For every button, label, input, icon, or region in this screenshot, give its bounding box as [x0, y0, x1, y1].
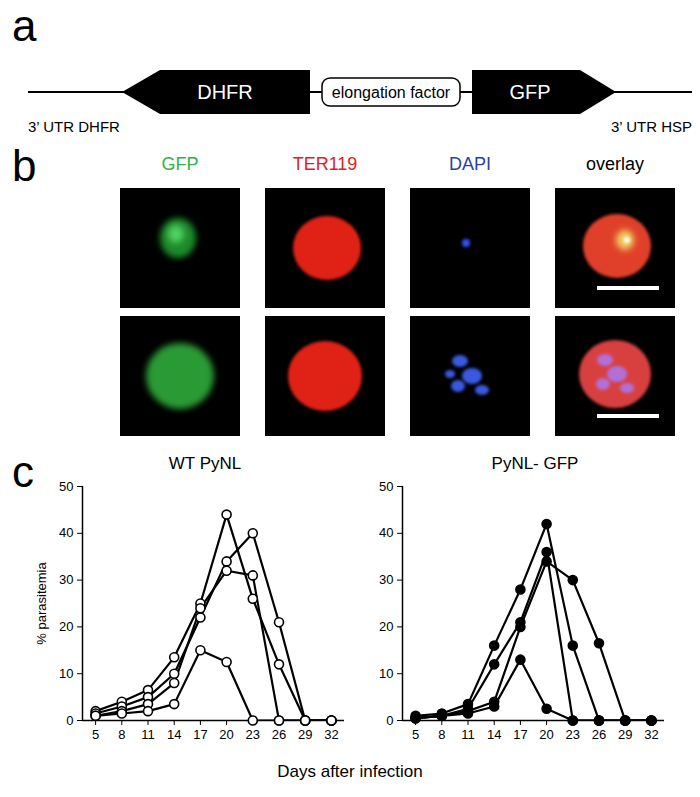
svg-text:0: 0	[66, 713, 73, 728]
svg-text:40: 40	[379, 525, 393, 540]
svg-text:3’ UTR DHFR: 3’ UTR DHFR	[28, 118, 120, 135]
svg-text:50: 50	[379, 479, 393, 494]
html-text:a: a	[12, 1, 37, 50]
svg-text:32: 32	[324, 727, 338, 742]
svg-text:14: 14	[167, 727, 181, 742]
html-text:c: c	[12, 447, 34, 496]
svg-text:11: 11	[141, 727, 155, 742]
svg-text:26: 26	[272, 727, 286, 742]
svg-text:5: 5	[412, 727, 419, 742]
svg-text:11: 11	[461, 727, 475, 742]
svg-text:% parasitemia: % parasitemia	[34, 562, 49, 645]
svg-text:10: 10	[379, 666, 393, 681]
svg-text:50: 50	[59, 479, 73, 494]
svg-text:5: 5	[92, 727, 99, 742]
svg-text:8: 8	[118, 727, 125, 742]
svg-text:overlay: overlay	[586, 154, 644, 174]
svg-text:17: 17	[193, 727, 207, 742]
html-text:PyNL- GFP: PyNL- GFP	[491, 454, 579, 473]
svg-text:0: 0	[386, 713, 393, 728]
svg-text:TER119: TER119	[293, 154, 358, 174]
svg-text:GFP: GFP	[161, 154, 198, 174]
svg-text:20: 20	[219, 727, 233, 742]
html-text:b: b	[12, 141, 37, 190]
svg-text:20: 20	[539, 727, 553, 742]
svg-text:30: 30	[59, 572, 73, 587]
svg-text:17: 17	[513, 727, 527, 742]
svg-text:23: 23	[566, 727, 580, 742]
svg-text:30: 30	[379, 572, 393, 587]
svg-text:20: 20	[59, 619, 73, 634]
svg-text:26: 26	[592, 727, 606, 742]
svg-text:32: 32	[644, 727, 658, 742]
svg-text:10: 10	[59, 666, 73, 681]
svg-text:DHFR: DHFR	[197, 81, 253, 103]
svg-text:23: 23	[246, 727, 260, 742]
svg-text:14: 14	[487, 727, 501, 742]
svg-text:29: 29	[618, 727, 632, 742]
svg-text:3’ UTR HSP: 3’ UTR HSP	[611, 118, 692, 135]
svg-text:29: 29	[298, 727, 312, 742]
svg-text:8: 8	[438, 727, 445, 742]
svg-text:elongation factor: elongation factor	[332, 84, 451, 101]
svg-text:20: 20	[379, 619, 393, 634]
svg-text:GFP: GFP	[509, 81, 550, 103]
html-text:WT PyNL: WT PyNL	[168, 454, 242, 473]
svg-text:40: 40	[59, 525, 73, 540]
svg-text:DAPI: DAPI	[449, 154, 491, 174]
html-text:Days after infection: Days after infection	[277, 762, 423, 781]
